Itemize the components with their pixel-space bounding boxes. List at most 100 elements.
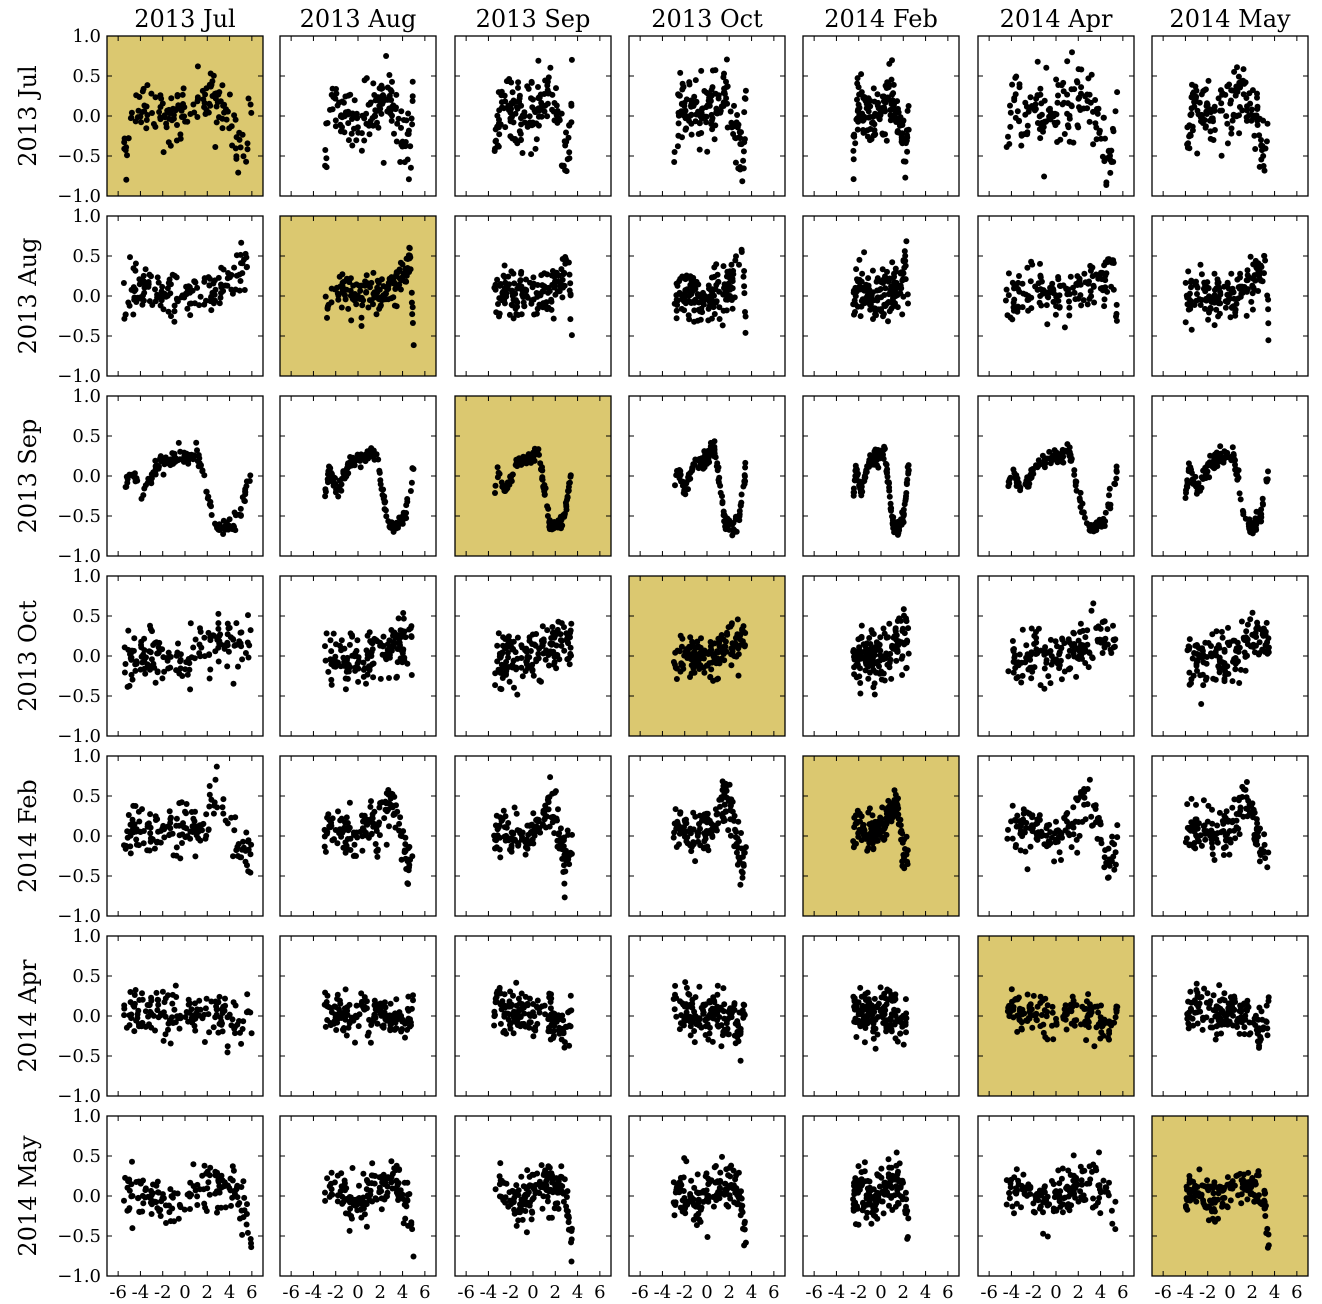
- data-point: [521, 113, 528, 120]
- data-point: [492, 482, 499, 489]
- data-point: [1232, 312, 1239, 319]
- data-point: [707, 96, 714, 103]
- data-point: [713, 463, 720, 470]
- data-point: [397, 647, 404, 653]
- data-point: [528, 120, 535, 127]
- data-point: [1006, 476, 1013, 483]
- panel-ticks: [803, 215, 959, 377]
- data-point: [1211, 270, 1218, 277]
- data-point: [864, 127, 871, 134]
- data-point: [874, 102, 881, 109]
- data-point: [1056, 282, 1063, 289]
- data-point: [703, 119, 710, 126]
- data-point: [408, 479, 415, 486]
- data-point: [341, 645, 348, 652]
- data-point: [328, 469, 335, 476]
- data-point: [132, 667, 139, 674]
- data-point: [163, 124, 170, 131]
- data-point: [167, 142, 174, 149]
- data-point: [142, 670, 149, 677]
- data-point: [708, 666, 715, 673]
- data-point: [123, 176, 130, 183]
- data-point: [1185, 460, 1192, 467]
- data-point: [1240, 509, 1247, 516]
- data-point: [379, 492, 386, 498]
- data-point: [671, 661, 678, 668]
- data-point: [536, 301, 543, 308]
- data-point: [1027, 278, 1034, 285]
- data-point: [121, 644, 128, 651]
- data-point: [233, 620, 240, 627]
- data-point: [324, 304, 331, 311]
- data-point: [555, 272, 562, 279]
- data-point: [1249, 609, 1256, 616]
- data-point: [492, 286, 499, 293]
- data-point: [364, 632, 371, 639]
- data-point: [398, 627, 405, 634]
- data-point: [390, 294, 397, 301]
- data-point: [128, 109, 135, 116]
- data-point: [373, 311, 380, 318]
- data-point: [867, 641, 874, 647]
- data-point: [536, 677, 543, 684]
- data-point: [711, 443, 718, 450]
- panel-background: [280, 396, 436, 556]
- data-point: [1211, 103, 1218, 110]
- data-point: [1028, 675, 1035, 682]
- data-point: [544, 306, 551, 313]
- data-point: [1208, 653, 1215, 660]
- data-point: [495, 301, 501, 307]
- data-point: [518, 268, 525, 275]
- data-point: [535, 57, 542, 64]
- data-point: [510, 638, 517, 645]
- data-point: [724, 296, 731, 303]
- data-point: [894, 129, 901, 136]
- scatter-points: [121, 610, 254, 693]
- panel-frame: [279, 215, 437, 377]
- data-point: [138, 653, 145, 660]
- data-point: [861, 249, 868, 256]
- data-point: [1182, 319, 1189, 326]
- data-point: [903, 664, 910, 671]
- panel-frame: [279, 395, 437, 557]
- data-point: [225, 648, 232, 655]
- data-point: [686, 79, 693, 86]
- data-point: [538, 466, 545, 472]
- data-point: [175, 640, 181, 647]
- data-point: [1264, 120, 1271, 127]
- data-point: [903, 618, 910, 625]
- data-point: [190, 644, 197, 651]
- data-point: [1067, 273, 1074, 280]
- panel-r2-c2: [454, 395, 612, 557]
- data-point: [125, 135, 132, 142]
- data-point: [245, 654, 252, 661]
- data-point: [857, 690, 864, 697]
- data-point: [332, 653, 339, 660]
- data-point: [377, 303, 384, 310]
- data-point: [138, 638, 145, 645]
- data-point: [1222, 91, 1229, 98]
- data-point: [322, 147, 329, 153]
- data-point: [871, 306, 878, 313]
- data-point: [1011, 95, 1018, 102]
- data-point: [169, 450, 176, 457]
- data-point: [345, 120, 352, 127]
- panel-frame: [1151, 35, 1309, 197]
- data-point: [143, 117, 150, 123]
- data-point: [532, 642, 539, 649]
- data-point: [213, 103, 220, 110]
- data-point: [564, 156, 571, 163]
- data-point: [126, 682, 133, 689]
- data-point: [1040, 124, 1047, 130]
- data-point: [345, 305, 352, 312]
- data-point: [1199, 476, 1206, 482]
- data-point: [876, 663, 882, 670]
- data-point: [715, 477, 722, 483]
- data-point: [855, 118, 862, 125]
- data-point: [1065, 636, 1072, 643]
- data-point: [1053, 656, 1060, 663]
- data-point: [191, 109, 198, 116]
- data-point: [175, 439, 182, 446]
- data-point: [898, 269, 905, 276]
- data-point: [729, 278, 736, 285]
